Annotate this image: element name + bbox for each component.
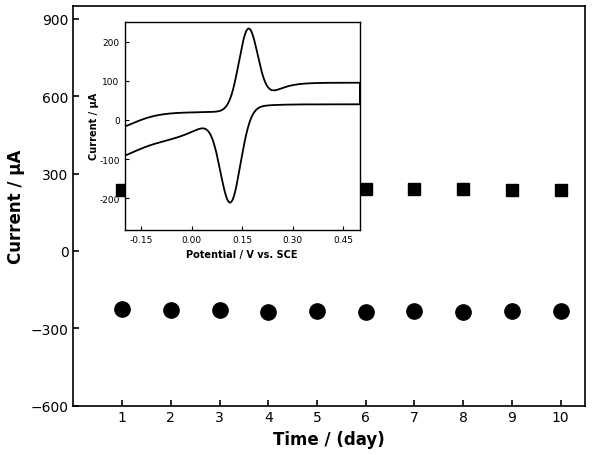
X-axis label: Time / (day): Time / (day) — [274, 430, 385, 448]
Y-axis label: Current / μA: Current / μA — [7, 149, 25, 263]
